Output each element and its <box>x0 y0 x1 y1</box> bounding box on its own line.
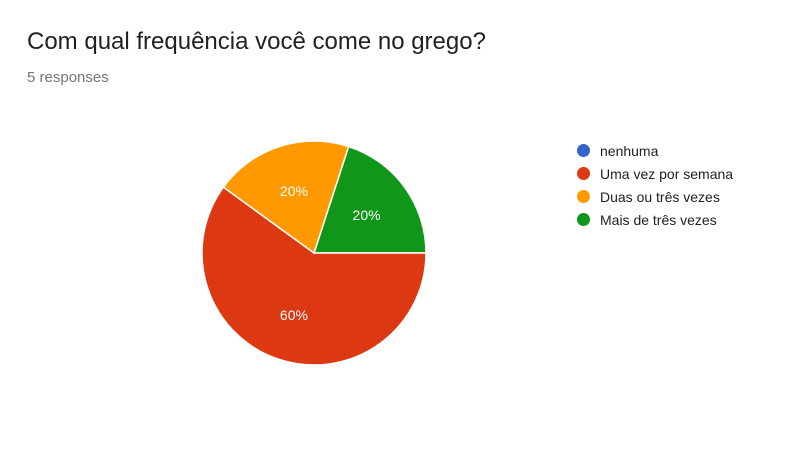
slice-percent-label: 20% <box>353 207 381 223</box>
legend-item-duas-ou-tres-vezes[interactable]: Duas ou três vezes <box>577 185 733 208</box>
pie-slice-duas-ou-tr-s-vezes[interactable] <box>222 140 350 255</box>
pie-slice-uma-vez-por-semana[interactable] <box>201 186 427 366</box>
legend-item-mais-de-tres-vezes[interactable]: Mais de três vezes <box>577 208 733 231</box>
question-title: Com qual frequência você come no grego? <box>27 28 486 55</box>
legend-swatch <box>577 213 590 226</box>
response-count: 5 responses <box>27 69 109 86</box>
slice-percent-label: 60% <box>280 307 308 323</box>
legend-swatch <box>577 167 590 180</box>
legend-label: Duas ou três vezes <box>600 188 720 205</box>
pie-slice-mais-de-tr-s-vezes[interactable] <box>312 145 427 254</box>
legend-label: Mais de três vezes <box>600 211 717 228</box>
legend-swatch <box>577 144 590 157</box>
chart-legend: nenhuma Uma vez por semana Duas ou três … <box>577 139 733 231</box>
legend-label: Uma vez por semana <box>600 165 734 182</box>
legend-swatch <box>577 190 590 203</box>
legend-label: nenhuma <box>600 142 659 159</box>
slice-percent-label: 20% <box>280 183 308 199</box>
legend-item-uma-vez-por-semana[interactable]: Uma vez por semana <box>577 162 733 185</box>
legend-item-nenhuma[interactable]: nenhuma <box>577 139 733 162</box>
